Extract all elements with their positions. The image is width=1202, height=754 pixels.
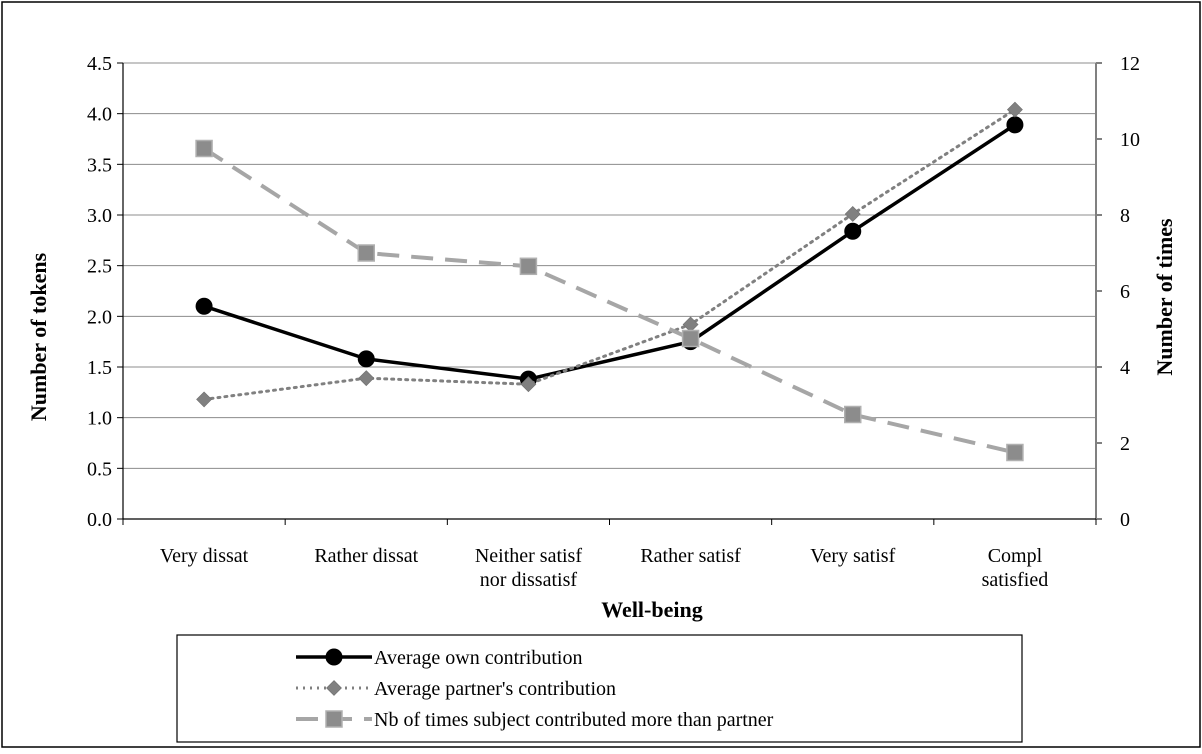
- series-line-1: [203, 123, 1016, 381]
- y-tick-label: 0.5: [87, 458, 112, 480]
- y-tick-label: 4.5: [87, 53, 112, 75]
- legend: Average own contribution Average partner'…: [176, 634, 1023, 743]
- y2-tick-label: 10: [1120, 129, 1140, 151]
- data-point: [358, 370, 375, 387]
- axis-labels: Well-being Number of tokens Number of ti…: [26, 218, 1177, 622]
- x-tick-label: Neither satisf: [475, 545, 583, 567]
- y-tick-label: 0.0: [87, 509, 112, 531]
- x-tick-label: nor dissatisf: [480, 569, 578, 591]
- legend-label: Average partner's contribution: [374, 678, 616, 700]
- data-point: [520, 376, 537, 393]
- data-point: [1006, 443, 1024, 462]
- y2-tick-label: 2: [1120, 433, 1130, 455]
- y-tick-label: 2.5: [87, 256, 112, 278]
- series-lines: [195, 101, 1024, 462]
- gridlines: [123, 62, 1096, 469]
- data-point: [1006, 116, 1024, 134]
- y2-tick-label: 12: [1120, 53, 1140, 75]
- y2-tick-label: 4: [1120, 357, 1130, 379]
- data-point: [326, 680, 342, 696]
- y-axis-title: Number of tokens: [26, 252, 51, 421]
- data-point: [195, 297, 213, 315]
- data-point: [325, 710, 343, 728]
- x-axis-title: Well-being: [601, 597, 702, 622]
- y2-tick-label: 6: [1120, 281, 1130, 303]
- y2-tick-label: 8: [1120, 205, 1130, 227]
- series-line-3: [202, 146, 1016, 455]
- data-point: [196, 391, 213, 408]
- x-tick-label: Very dissat: [160, 545, 249, 567]
- axes: 0.0 0.5 1.0 1.5 2.0 2.5 3.0 3.5 4.0 4.5 0 2 4 6 8 10 12 V…: [87, 53, 1140, 591]
- y2-axis-title: Number of times: [1152, 218, 1177, 376]
- legend-label: Nb of times subject contributed more tha…: [374, 709, 774, 731]
- x-tick-label: Very satisf: [810, 545, 895, 567]
- y-tick-label: 4.0: [87, 104, 112, 126]
- x-tick-label: satisfied: [982, 569, 1049, 591]
- y-tick-label: 1.0: [87, 408, 112, 430]
- data-point: [844, 206, 861, 222]
- data-point: [195, 139, 213, 158]
- legend-label: Average own contribution: [374, 647, 582, 669]
- data-point: [519, 257, 538, 276]
- series-line-2: [202, 108, 1017, 401]
- data-point: [844, 222, 862, 240]
- data-point: [681, 329, 700, 348]
- y-tick-label: 2.0: [87, 306, 112, 328]
- y-tick-label: 3.0: [87, 205, 112, 227]
- data-point: [357, 350, 375, 368]
- data-point: [1006, 101, 1023, 118]
- data-point: [325, 648, 343, 666]
- x-tick-label: Rather satisf: [640, 545, 741, 567]
- x-tick-label: Compl: [988, 545, 1043, 567]
- y2-tick-label: 0: [1120, 509, 1130, 531]
- data-point: [357, 244, 375, 262]
- x-tick-label: Rather dissat: [314, 545, 418, 567]
- y-tick-label: 1.5: [87, 357, 112, 379]
- data-point: [844, 405, 862, 424]
- y-tick-label: 3.5: [87, 154, 112, 176]
